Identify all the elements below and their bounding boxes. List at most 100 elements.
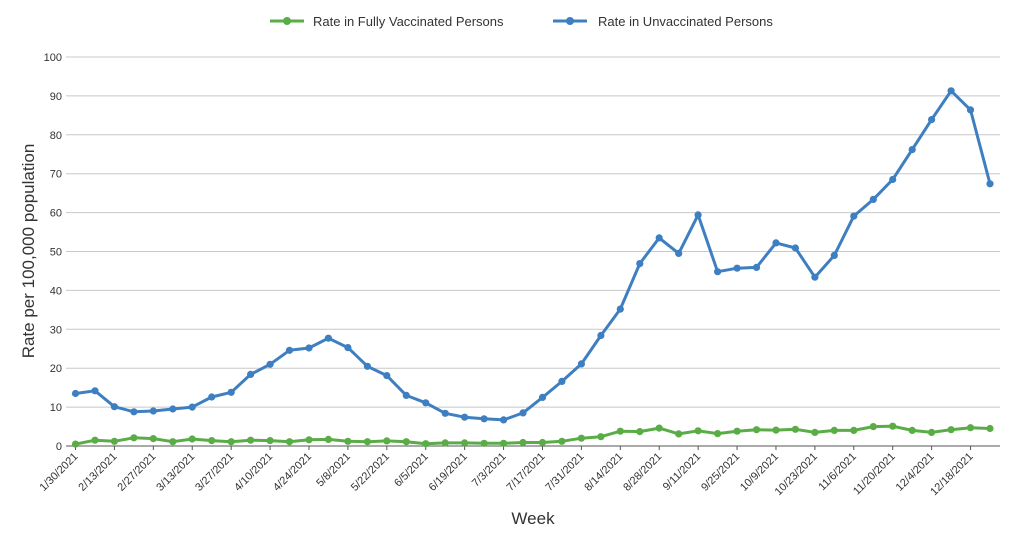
data-point[interactable] xyxy=(422,399,430,407)
data-point[interactable] xyxy=(383,372,391,380)
data-point[interactable] xyxy=(91,387,99,395)
data-point[interactable] xyxy=(422,440,430,448)
data-point[interactable] xyxy=(188,403,196,411)
data-point[interactable] xyxy=(772,426,780,434)
data-point[interactable] xyxy=(519,438,527,447)
data-point[interactable] xyxy=(110,403,118,411)
data-point[interactable] xyxy=(966,106,975,114)
data-point[interactable] xyxy=(285,346,294,354)
data-point[interactable] xyxy=(480,415,488,423)
data-point[interactable] xyxy=(947,87,955,95)
data-point[interactable] xyxy=(461,439,469,447)
data-point[interactable] xyxy=(928,116,936,124)
data-point[interactable] xyxy=(869,195,877,203)
data-point[interactable] xyxy=(441,409,449,417)
y-tick-label: 30 xyxy=(50,324,62,336)
data-point[interactable] xyxy=(71,440,80,448)
data-point[interactable] xyxy=(811,428,819,436)
x-tick-label: 7/17/2021 xyxy=(505,451,548,494)
data-point[interactable] xyxy=(480,439,488,447)
data-point[interactable] xyxy=(500,416,508,424)
data-point[interactable] xyxy=(830,426,838,434)
data-point[interactable] xyxy=(752,426,761,434)
data-point[interactable] xyxy=(616,427,624,435)
data-point[interactable] xyxy=(597,331,605,340)
data-point[interactable] xyxy=(791,244,800,252)
data-point[interactable] xyxy=(227,438,235,446)
data-point[interactable] xyxy=(110,437,118,445)
data-point[interactable] xyxy=(714,268,722,276)
data-point[interactable] xyxy=(714,430,722,438)
legend-entry-vaccinated[interactable]: Rate in Fully Vaccinated Persons xyxy=(270,14,504,29)
data-point[interactable] xyxy=(208,437,216,445)
data-point[interactable] xyxy=(947,426,955,434)
data-point[interactable] xyxy=(908,146,916,154)
data-point[interactable] xyxy=(616,305,624,313)
data-point[interactable] xyxy=(305,344,313,352)
data-point[interactable] xyxy=(305,436,313,444)
data-point[interactable] xyxy=(655,234,663,242)
data-point[interactable] xyxy=(519,409,527,417)
data-point[interactable] xyxy=(169,405,177,413)
data-point[interactable] xyxy=(324,435,332,443)
data-point[interactable] xyxy=(266,360,274,368)
data-point[interactable] xyxy=(169,438,177,446)
data-point[interactable] xyxy=(558,377,566,385)
data-point[interactable] xyxy=(675,249,683,257)
data-point[interactable] xyxy=(402,391,410,399)
data-point[interactable] xyxy=(694,211,702,219)
data-point[interactable] xyxy=(597,433,605,441)
data-point[interactable] xyxy=(791,425,800,433)
data-point[interactable] xyxy=(149,435,157,443)
data-point[interactable] xyxy=(91,436,99,444)
data-point[interactable] xyxy=(247,370,255,378)
data-point[interactable] xyxy=(636,260,644,268)
data-point[interactable] xyxy=(889,422,897,430)
data-point[interactable] xyxy=(227,388,235,396)
data-point[interactable] xyxy=(986,180,994,188)
data-point[interactable] xyxy=(986,424,994,433)
data-point[interactable] xyxy=(266,437,274,445)
data-point[interactable] xyxy=(247,436,255,444)
data-point[interactable] xyxy=(500,439,508,447)
data-point[interactable] xyxy=(733,427,741,435)
data-point[interactable] xyxy=(558,437,566,445)
data-point[interactable] xyxy=(208,393,216,401)
data-point[interactable] xyxy=(889,175,897,184)
legend-entry-unvaccinated[interactable]: Rate in Unvaccinated Persons xyxy=(553,14,773,29)
data-point[interactable] xyxy=(324,334,332,342)
data-point[interactable] xyxy=(363,362,371,370)
data-point[interactable] xyxy=(461,413,469,421)
data-point[interactable] xyxy=(850,212,858,220)
data-point[interactable] xyxy=(538,438,547,447)
data-point[interactable] xyxy=(928,428,936,436)
data-point[interactable] xyxy=(772,239,780,247)
data-point[interactable] xyxy=(363,438,371,446)
data-point[interactable] xyxy=(577,434,586,442)
data-point[interactable] xyxy=(538,393,547,401)
data-point[interactable] xyxy=(694,427,702,435)
data-point[interactable] xyxy=(71,389,80,398)
data-point[interactable] xyxy=(811,273,819,281)
data-point[interactable] xyxy=(655,424,663,432)
data-point[interactable] xyxy=(441,439,449,447)
data-point[interactable] xyxy=(344,344,352,352)
data-point[interactable] xyxy=(908,426,916,434)
data-point[interactable] xyxy=(636,428,644,436)
data-point[interactable] xyxy=(675,430,683,438)
data-point[interactable] xyxy=(344,437,352,445)
data-point[interactable] xyxy=(130,408,138,416)
data-point[interactable] xyxy=(402,438,410,446)
data-point[interactable] xyxy=(850,426,858,434)
data-point[interactable] xyxy=(577,360,586,368)
data-point[interactable] xyxy=(733,264,741,272)
data-point[interactable] xyxy=(149,407,157,415)
data-point[interactable] xyxy=(383,437,391,445)
data-point[interactable] xyxy=(752,263,761,271)
data-point[interactable] xyxy=(830,251,838,259)
data-point[interactable] xyxy=(130,434,138,442)
data-point[interactable] xyxy=(966,424,975,432)
data-point[interactable] xyxy=(869,423,877,431)
data-point[interactable] xyxy=(188,435,196,443)
data-point[interactable] xyxy=(285,438,294,446)
